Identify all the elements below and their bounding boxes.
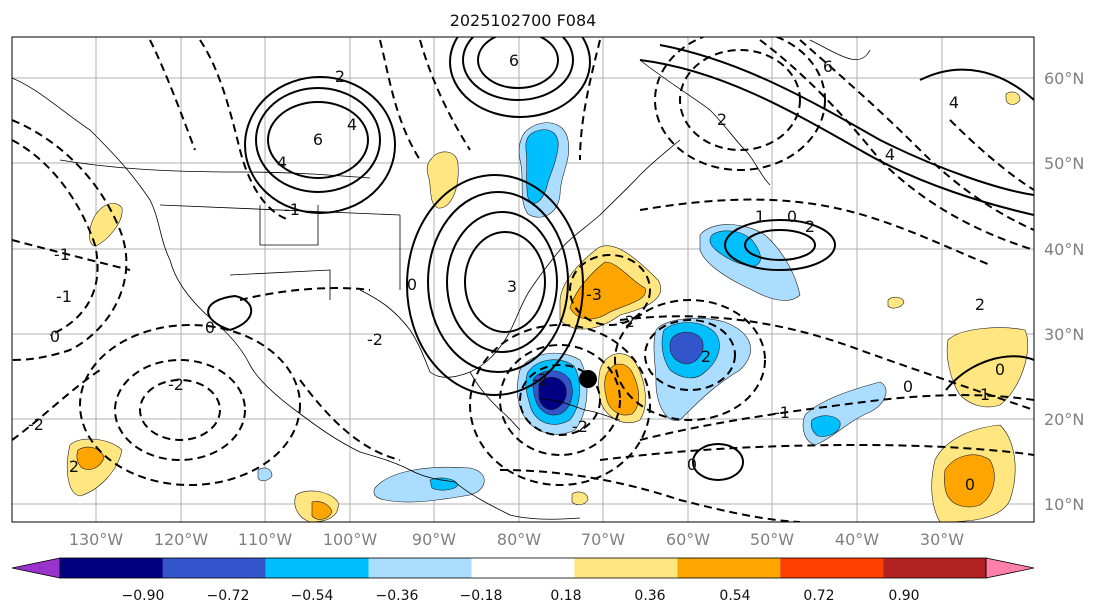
lat-label: 30°N (1044, 325, 1084, 344)
contour-label: 4 (347, 115, 357, 134)
colorbar-segment (162, 558, 266, 578)
lat-label: 10°N (1044, 495, 1084, 514)
colorbar-arrow-high (985, 557, 1035, 579)
contour-label: 0 (787, 207, 797, 226)
colorbar-tick-label: 0.18 (550, 588, 581, 604)
map-area: 6 4 6 4 2 6 4 2 0 1 4 2 0 2 -2 0 -1 0 -2… (12, 37, 1034, 522)
lon-label: 60°W (666, 530, 710, 549)
contour-label: 6 (509, 51, 519, 70)
colorbar-segment (368, 558, 472, 578)
colorbar-arrow-low (11, 557, 61, 579)
contour-label: 2 (975, 295, 985, 314)
map-title: 2025102700 F084 (450, 11, 597, 30)
contour-label: -2 (367, 330, 383, 349)
contour-label: -3 (586, 285, 602, 304)
lon-label: 80°W (497, 530, 541, 549)
colorbar-tick-label: 0.54 (719, 588, 750, 604)
colorbar-segment (677, 558, 781, 578)
colorbar-tick-label: 0.90 (888, 588, 919, 604)
contour-label: 2 (701, 347, 711, 366)
colorbar-tick-label: 0.36 (634, 588, 665, 604)
lon-label: 30°W (920, 530, 964, 549)
contour-label: 4 (949, 93, 959, 112)
colorbar-tick-label: −0.36 (376, 588, 419, 604)
colorbar-segment (60, 558, 163, 578)
contour-labels: 6 4 6 4 2 6 4 2 0 1 4 2 0 2 -2 0 -1 0 -2… (28, 51, 1005, 494)
contour-label: 0 (903, 377, 913, 396)
longitude-labels: 130°W 120°W 110°W 100°W 90°W 80°W 70°W 6… (69, 530, 964, 549)
lon-label: 120°W (154, 530, 209, 549)
lon-label: 50°W (750, 530, 794, 549)
positive-contours (207, 37, 1034, 481)
colorbar-tick-label: −0.72 (207, 588, 250, 604)
lat-label: 60°N (1044, 69, 1084, 88)
colorbar (11, 557, 1035, 579)
lat-label: 50°N (1044, 154, 1084, 173)
colorbar-tick-label: −0.90 (122, 588, 165, 604)
contour-label: 0 (965, 475, 975, 494)
colorbar-tick-labels: −0.90 −0.72 −0.54 −0.36 −0.18 0.18 0.36 … (122, 588, 920, 604)
lon-label: 130°W (69, 530, 124, 549)
contour-label: -1 (284, 200, 300, 219)
storm-position-marker (579, 370, 597, 388)
colorbar-segment (780, 558, 884, 578)
contour-label: 0 (995, 360, 1005, 379)
colorbar-frame (59, 557, 987, 579)
contour-label: 0 (687, 455, 697, 474)
contour-label: 1 (980, 385, 990, 404)
contour-label: 1 (755, 207, 765, 226)
latitude-labels: 60°N 50°N 40°N 30°N 20°N 10°N (1044, 69, 1084, 514)
contour-label: 0 (407, 275, 417, 294)
lon-label: 90°W (412, 530, 456, 549)
contour-label: 2 (335, 67, 345, 86)
contour-label: 0 (50, 327, 60, 346)
contour-label: 6 (313, 130, 323, 149)
lon-label: 70°W (581, 530, 625, 549)
colorbar-segment (574, 558, 678, 578)
contour-label: 6 (823, 57, 833, 76)
colorbar-segment (265, 558, 369, 578)
coastlines (12, 39, 871, 520)
contour-label: 2 (805, 217, 815, 236)
contour-label: -1 (56, 287, 72, 306)
colorbar-tick-label: −0.18 (460, 588, 503, 604)
shaded-anomalies (67, 91, 1029, 522)
contour-label: 2 (717, 110, 727, 129)
lat-label: 20°N (1044, 410, 1084, 429)
contour-label: 3 (507, 277, 517, 296)
map-frame (11, 36, 1035, 523)
lon-label: 110°W (238, 530, 293, 549)
lon-label: 40°W (835, 530, 879, 549)
lat-label: 40°N (1044, 240, 1084, 259)
colorbar-tick-label: −0.54 (291, 588, 334, 604)
contour-label: -2 (168, 375, 184, 394)
colorbar-tick-label: 0.72 (803, 588, 834, 604)
contour-label: -1 (54, 245, 70, 264)
contour-label: 0 (205, 318, 215, 337)
contour-label: -2 (28, 415, 44, 434)
colorbar-segment (471, 558, 575, 578)
lon-label: 100°W (323, 530, 378, 549)
negative-contours (12, 37, 1034, 522)
contour-label: -2 (572, 417, 588, 436)
contour-label: -2 (619, 312, 635, 331)
contour-label: 4 (885, 145, 895, 164)
contour-label: 2 (69, 457, 79, 476)
colorbar-segment (883, 558, 986, 578)
contour-label: 4 (277, 153, 287, 172)
contour-label: -1 (774, 403, 790, 422)
contour-label: -2 (532, 370, 548, 389)
